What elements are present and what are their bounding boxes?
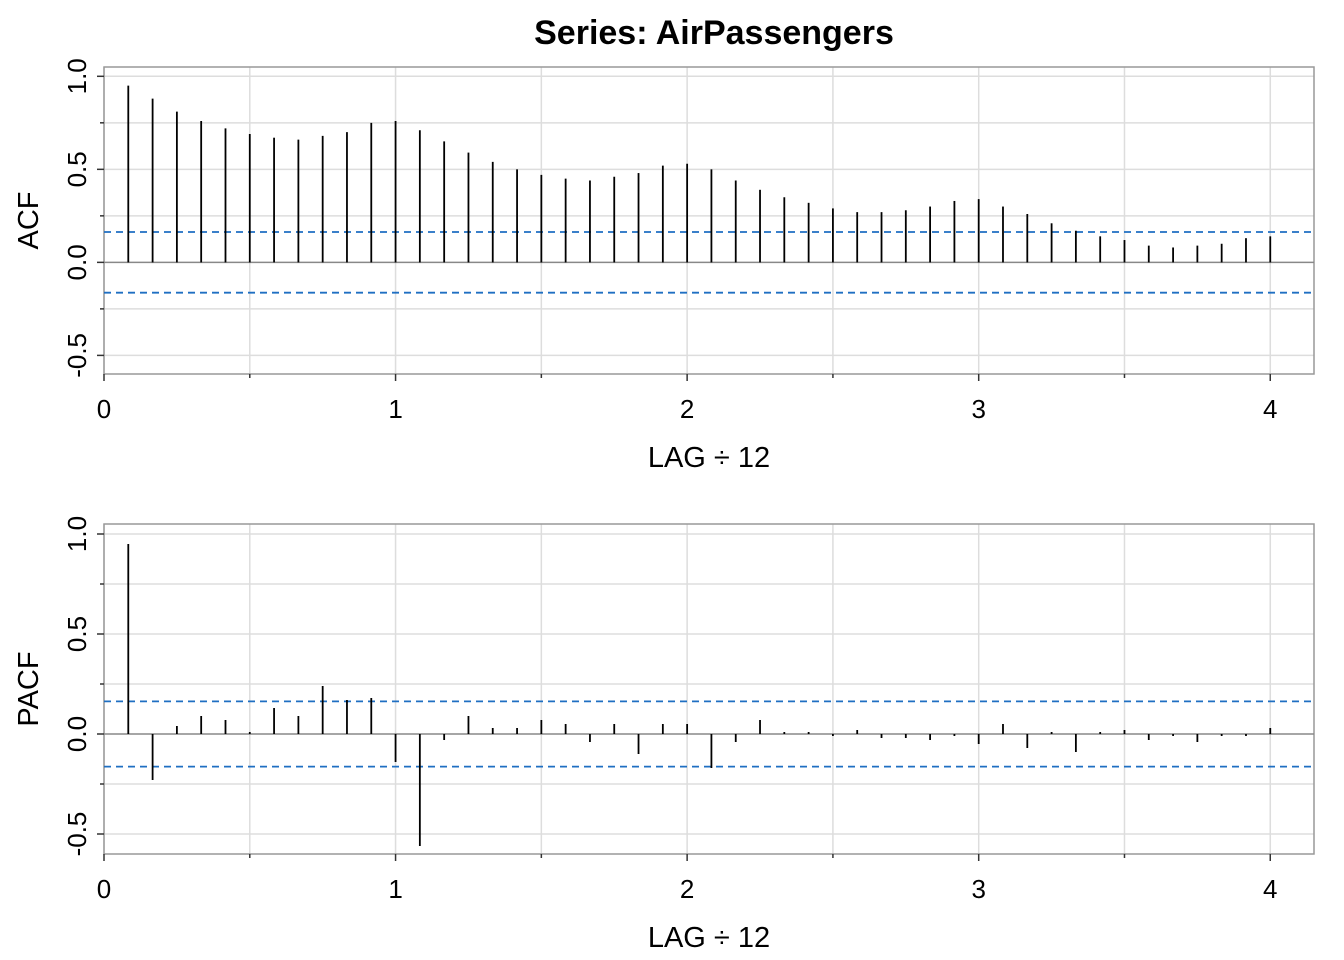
pacf-x-tick-label: 1 [388,874,402,904]
pacf-x-tick-label: 0 [97,874,111,904]
pacf-x-tick-label: 3 [971,874,985,904]
pacf-x-tick-label: 4 [1263,874,1277,904]
acf-y-axis-label: ACF [13,192,45,250]
pacf-y-tick-label: 1.0 [62,516,92,552]
acf-y-tick-label: 0.5 [62,151,92,187]
acf-plot-frame [103,66,1315,375]
acf-x-axis-label: LAG ÷ 12 [648,442,770,474]
pacf-y-tick-label: -0.5 [62,812,92,857]
chart-title: Series: AirPassengers [534,14,894,52]
acf-y-tick-label: 1.0 [62,58,92,94]
acf-y-tick-label: -0.5 [62,333,92,378]
acf-x-tick-label: 0 [97,394,111,424]
pacf-panel: 0 1 2 3 4 -0.5 0.0 0.5 1.0 LAG ÷ 12 PACF [13,516,1315,954]
acf-x-tick-label: 2 [680,394,694,424]
acf-panel: 0 1 2 3 4 -0.5 0.0 0.5 1.0 LAG ÷ 12 ACF [13,58,1315,474]
pacf-y-tick-label: 0.0 [62,716,92,752]
pacf-plot-frame [103,523,1315,855]
pacf-x-tick-label: 2 [680,874,694,904]
acf-x-tick-label: 3 [971,394,985,424]
acf-plot-area [104,67,1314,374]
acf-x-tick-label: 4 [1263,394,1277,424]
pacf-y-axis-label: PACF [13,651,45,726]
acf-y-tick-label: 0.0 [62,244,92,280]
pacf-y-tick-label: 0.5 [62,616,92,652]
acf-x-tick-label: 1 [388,394,402,424]
pacf-plot-area [104,524,1314,854]
pacf-x-axis-label: LAG ÷ 12 [648,922,770,954]
